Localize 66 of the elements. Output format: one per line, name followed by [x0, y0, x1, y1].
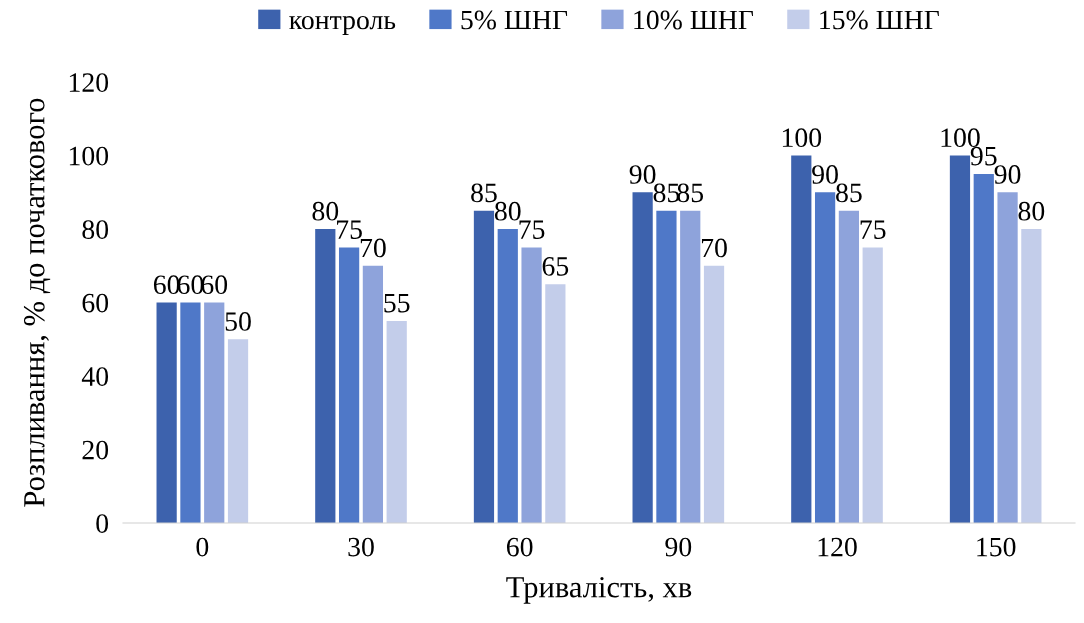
- bar: [545, 284, 566, 523]
- bar: [1021, 229, 1042, 523]
- bar: [386, 320, 407, 523]
- bar: [315, 229, 336, 523]
- y-tick-label: 60: [82, 293, 109, 313]
- data-label: 60: [201, 275, 228, 295]
- x-tick-label: 60: [506, 537, 533, 557]
- data-label: 100: [941, 128, 980, 148]
- data-label: 90: [994, 165, 1021, 184]
- data-label: 75: [337, 220, 362, 239]
- y-tick-label: 120: [69, 73, 109, 92]
- bar: [862, 247, 883, 523]
- y-tick-label: 80: [82, 220, 109, 239]
- bar: [156, 302, 177, 523]
- bar: [656, 210, 677, 523]
- data-label: 70: [701, 238, 727, 258]
- bar: [521, 247, 542, 523]
- data-label: 50: [225, 312, 251, 331]
- data-label: 70: [360, 238, 386, 258]
- data-label: 80: [312, 201, 339, 221]
- y-tick-label: 100: [69, 146, 109, 166]
- bar: [997, 192, 1018, 523]
- data-label: 90: [812, 165, 838, 184]
- data-label: 75: [860, 220, 886, 239]
- data-label: 80: [494, 201, 521, 221]
- x-tick-label: 0: [196, 537, 209, 557]
- bar: [473, 210, 495, 523]
- data-label: 90: [629, 165, 656, 184]
- y-axis-title: Розпливання, % до початкового: [23, 98, 51, 507]
- data-label: 85: [677, 183, 704, 203]
- data-label: 65: [542, 257, 569, 276]
- x-tick-label: 120: [818, 537, 857, 557]
- data-label: 85: [653, 183, 680, 203]
- legend-label: 5% ШНГ: [461, 10, 568, 30]
- data-label: 80: [1018, 201, 1045, 221]
- x-tick-label: 30: [348, 537, 374, 557]
- y-tick-label: 20: [82, 440, 109, 460]
- bar: [362, 265, 384, 523]
- data-label: 100: [782, 128, 822, 148]
- bar: [838, 210, 860, 523]
- data-label: 95: [970, 146, 997, 166]
- bar: [973, 173, 994, 523]
- legend-label: 10% ШНГ: [634, 10, 754, 30]
- bar: [680, 210, 701, 523]
- y-tick-label: 40: [81, 367, 109, 386]
- x-axis-title: Тривалість, хв: [506, 576, 692, 604]
- x-tick-label: 90: [665, 537, 692, 557]
- bar: [227, 339, 249, 523]
- data-label: 85: [471, 183, 497, 203]
- bar: [949, 155, 971, 523]
- bar: [791, 155, 812, 523]
- bar: [632, 192, 653, 523]
- data-label: 85: [836, 183, 862, 203]
- data-label: 60: [153, 275, 180, 295]
- y-tick-label: 0: [96, 514, 109, 533]
- data-label: 75: [519, 220, 545, 239]
- x-tick-label: 150: [977, 537, 1016, 557]
- bar: [338, 247, 360, 523]
- bar: [497, 229, 518, 523]
- bar: [204, 302, 225, 523]
- bar: [703, 265, 725, 523]
- bar: [180, 302, 201, 523]
- bar: [814, 192, 836, 523]
- legend-label: 15% ШНГ: [820, 10, 939, 30]
- legend-label: контроль: [289, 15, 396, 35]
- data-label: 55: [384, 294, 410, 313]
